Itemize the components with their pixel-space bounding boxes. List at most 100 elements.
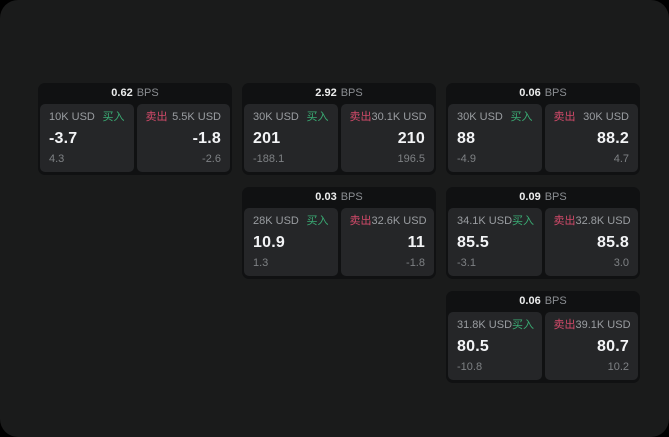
sell-sub-value: 196.5	[397, 153, 425, 165]
buy-amount: 34.1K USD	[457, 215, 513, 227]
card-header: 0.03 BPS	[242, 187, 436, 208]
sell-panel[interactable]: 卖出 32.6K USD 11 -1.8	[340, 208, 434, 276]
sell-panel[interactable]: 卖出 39.1K USD 80.7 10.2	[544, 312, 638, 380]
buy-sub-value: -3.1	[457, 257, 476, 269]
buy-price: 80.5	[457, 338, 489, 355]
sell-panel[interactable]: 卖出 30K USD 88.2 4.7	[544, 104, 638, 172]
buy-amount: 31.8K USD	[457, 319, 513, 331]
panel-top-row: 30K USD 买入	[253, 111, 329, 124]
panels: 10K USD 买入 -3.7 4.3 卖出 5.5K USD -1.8 -2.…	[38, 104, 232, 175]
sell-price: 210	[397, 130, 425, 147]
sell-amount: 30K USD	[583, 111, 629, 123]
bps-value: 0.09	[519, 191, 541, 203]
panels: 30K USD 买入 201 -188.1 卖出 30.1K USD 210 1…	[242, 104, 436, 175]
buy-side-label: 买入	[512, 215, 535, 227]
buy-sub-value: -188.1	[253, 153, 285, 165]
panels: 30K USD 买入 88 -4.9 卖出 30K USD 88.2 4.7	[446, 104, 640, 175]
sell-amount: 5.5K USD	[172, 111, 221, 123]
sell-side-label: 卖出	[553, 319, 576, 331]
buy-panel[interactable]: 31.8K USD 买入 80.5 -10.8	[448, 312, 542, 380]
sell-sub-value: 3.0	[613, 257, 629, 269]
sell-sub-value: 10.2	[607, 361, 629, 373]
bps-value: 0.06	[519, 87, 541, 99]
sell-sub-value: -1.8	[406, 257, 425, 269]
buy-panel[interactable]: 30K USD 买入 88 -4.9	[448, 104, 542, 172]
panel-top-row: 卖出 39.1K USD	[553, 319, 631, 332]
quote-card: 0.06 BPS 31.8K USD 买入 80.5 -10.8 卖出 39.1…	[446, 291, 640, 383]
bps-unit-label: BPS	[340, 191, 363, 203]
buy-side-label: 买入	[102, 111, 125, 123]
panels: 31.8K USD 买入 80.5 -10.8 卖出 39.1K USD 80.…	[446, 312, 640, 383]
buy-side-label: 买入	[306, 215, 329, 227]
buy-sub-value: 4.3	[49, 153, 65, 165]
buy-amount: 10K USD	[49, 111, 95, 123]
sell-price: 80.7	[597, 338, 629, 355]
panel-top-row: 28K USD 买入	[253, 215, 329, 228]
sell-side-label: 卖出	[553, 215, 576, 227]
sell-amount: 30.1K USD	[371, 111, 427, 123]
quote-card: 0.06 BPS 30K USD 买入 88 -4.9 卖出 30K USD	[446, 83, 640, 175]
buy-panel[interactable]: 30K USD 买入 201 -188.1	[244, 104, 338, 172]
sell-side-label: 卖出	[145, 111, 168, 123]
sell-price: -1.8	[192, 130, 221, 147]
buy-panel[interactable]: 28K USD 买入 10.9 1.3	[244, 208, 338, 276]
buy-panel[interactable]: 34.1K USD 买入 85.5 -3.1	[448, 208, 542, 276]
panel-top-row: 10K USD 买入	[49, 111, 125, 124]
sell-amount: 32.8K USD	[575, 215, 631, 227]
sell-price: 11	[407, 234, 425, 251]
card-header: 0.06 BPS	[446, 83, 640, 104]
quote-grid: 0.62 BPS 10K USD 买入 -3.7 4.3 卖出 5.5K USD	[38, 83, 640, 383]
card-header: 2.92 BPS	[242, 83, 436, 104]
sell-panel[interactable]: 卖出 30.1K USD 210 196.5	[340, 104, 434, 172]
buy-sub-value: -4.9	[457, 153, 476, 165]
quote-card: 0.62 BPS 10K USD 买入 -3.7 4.3 卖出 5.5K USD	[38, 83, 232, 175]
buy-amount: 30K USD	[253, 111, 299, 123]
panel-top-row: 31.8K USD 买入	[457, 319, 535, 332]
card-header: 0.06 BPS	[446, 291, 640, 312]
sell-side-label: 卖出	[349, 111, 372, 123]
buy-price: -3.7	[49, 130, 78, 147]
bps-value: 0.06	[519, 295, 541, 307]
sell-panel[interactable]: 卖出 5.5K USD -1.8 -2.6	[136, 104, 230, 172]
bps-unit-label: BPS	[340, 87, 363, 99]
quote-card: 0.09 BPS 34.1K USD 买入 85.5 -3.1 卖出 32.8K…	[446, 187, 640, 279]
buy-amount: 30K USD	[457, 111, 503, 123]
bps-unit-label: BPS	[544, 87, 567, 99]
sell-price: 85.8	[597, 234, 629, 251]
bps-value: 0.62	[111, 87, 133, 99]
bps-value: 2.92	[315, 87, 337, 99]
panel-top-row: 卖出 32.8K USD	[553, 215, 631, 228]
sell-amount: 39.1K USD	[575, 319, 631, 331]
buy-sub-value: -10.8	[457, 361, 483, 373]
sell-side-label: 卖出	[349, 215, 372, 227]
buy-price: 10.9	[253, 234, 285, 251]
buy-sub-value: 1.3	[253, 257, 269, 269]
sell-side-label: 卖出	[553, 111, 576, 123]
quote-card: 2.92 BPS 30K USD 买入 201 -188.1 卖出 30.1K …	[242, 83, 436, 175]
bps-unit-label: BPS	[136, 87, 159, 99]
sell-price: 88.2	[597, 130, 629, 147]
sell-sub-value: -2.6	[202, 153, 221, 165]
buy-side-label: 买入	[512, 319, 535, 331]
buy-amount: 28K USD	[253, 215, 299, 227]
panel-top-row: 卖出 32.6K USD	[349, 215, 427, 228]
bps-value: 0.03	[315, 191, 337, 203]
panels: 28K USD 买入 10.9 1.3 卖出 32.6K USD 11 -1.8	[242, 208, 436, 279]
panel-top-row: 34.1K USD 买入	[457, 215, 535, 228]
buy-side-label: 买入	[306, 111, 329, 123]
quote-card: 0.03 BPS 28K USD 买入 10.9 1.3 卖出 32.6K US…	[242, 187, 436, 279]
bps-unit-label: BPS	[544, 191, 567, 203]
buy-price: 201	[253, 130, 281, 147]
buy-panel[interactable]: 10K USD 买入 -3.7 4.3	[40, 104, 134, 172]
card-header: 0.09 BPS	[446, 187, 640, 208]
panels: 34.1K USD 买入 85.5 -3.1 卖出 32.8K USD 85.8…	[446, 208, 640, 279]
bps-unit-label: BPS	[544, 295, 567, 307]
sell-panel[interactable]: 卖出 32.8K USD 85.8 3.0	[544, 208, 638, 276]
panel-top-row: 30K USD 买入	[457, 111, 533, 124]
buy-price: 88	[457, 130, 476, 147]
buy-price: 85.5	[457, 234, 489, 251]
panel-top-row: 卖出 5.5K USD	[146, 111, 222, 124]
sell-amount: 32.6K USD	[371, 215, 427, 227]
sell-sub-value: 4.7	[613, 153, 629, 165]
